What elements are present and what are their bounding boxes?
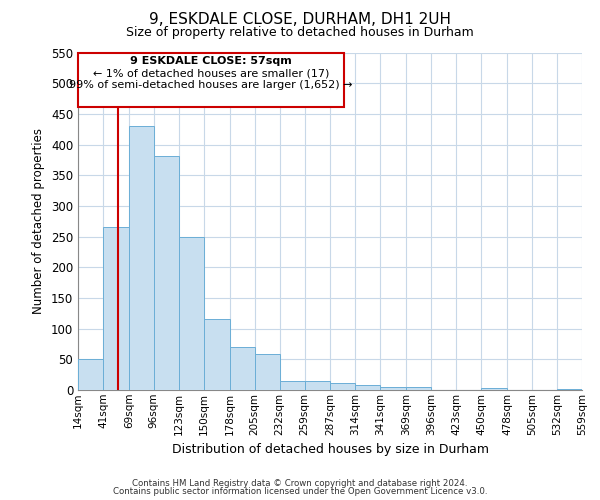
Bar bbox=[230, 347, 254, 390]
Bar bbox=[154, 156, 179, 390]
Bar bbox=[406, 387, 431, 390]
Text: Contains HM Land Registry data © Crown copyright and database right 2024.: Contains HM Land Registry data © Crown c… bbox=[132, 478, 468, 488]
Bar bbox=[331, 382, 355, 390]
FancyBboxPatch shape bbox=[78, 52, 344, 106]
Bar bbox=[103, 228, 129, 390]
Text: Size of property relative to detached houses in Durham: Size of property relative to detached ho… bbox=[126, 26, 474, 39]
Bar bbox=[557, 389, 582, 390]
Bar bbox=[254, 354, 280, 390]
Bar bbox=[481, 388, 507, 390]
Y-axis label: Number of detached properties: Number of detached properties bbox=[32, 128, 46, 314]
Bar bbox=[355, 385, 380, 390]
X-axis label: Distribution of detached houses by size in Durham: Distribution of detached houses by size … bbox=[172, 443, 488, 456]
Bar bbox=[179, 236, 204, 390]
Text: ← 1% of detached houses are smaller (17): ← 1% of detached houses are smaller (17) bbox=[93, 68, 329, 78]
Bar bbox=[204, 320, 230, 390]
Bar bbox=[129, 126, 154, 390]
Text: Contains public sector information licensed under the Open Government Licence v3: Contains public sector information licen… bbox=[113, 487, 487, 496]
Bar bbox=[78, 360, 103, 390]
Text: 9, ESKDALE CLOSE, DURHAM, DH1 2UH: 9, ESKDALE CLOSE, DURHAM, DH1 2UH bbox=[149, 12, 451, 28]
Bar bbox=[305, 381, 331, 390]
Text: 9 ESKDALE CLOSE: 57sqm: 9 ESKDALE CLOSE: 57sqm bbox=[130, 56, 292, 66]
Text: 99% of semi-detached houses are larger (1,652) →: 99% of semi-detached houses are larger (… bbox=[70, 80, 353, 90]
Bar bbox=[280, 381, 305, 390]
Bar bbox=[380, 387, 406, 390]
